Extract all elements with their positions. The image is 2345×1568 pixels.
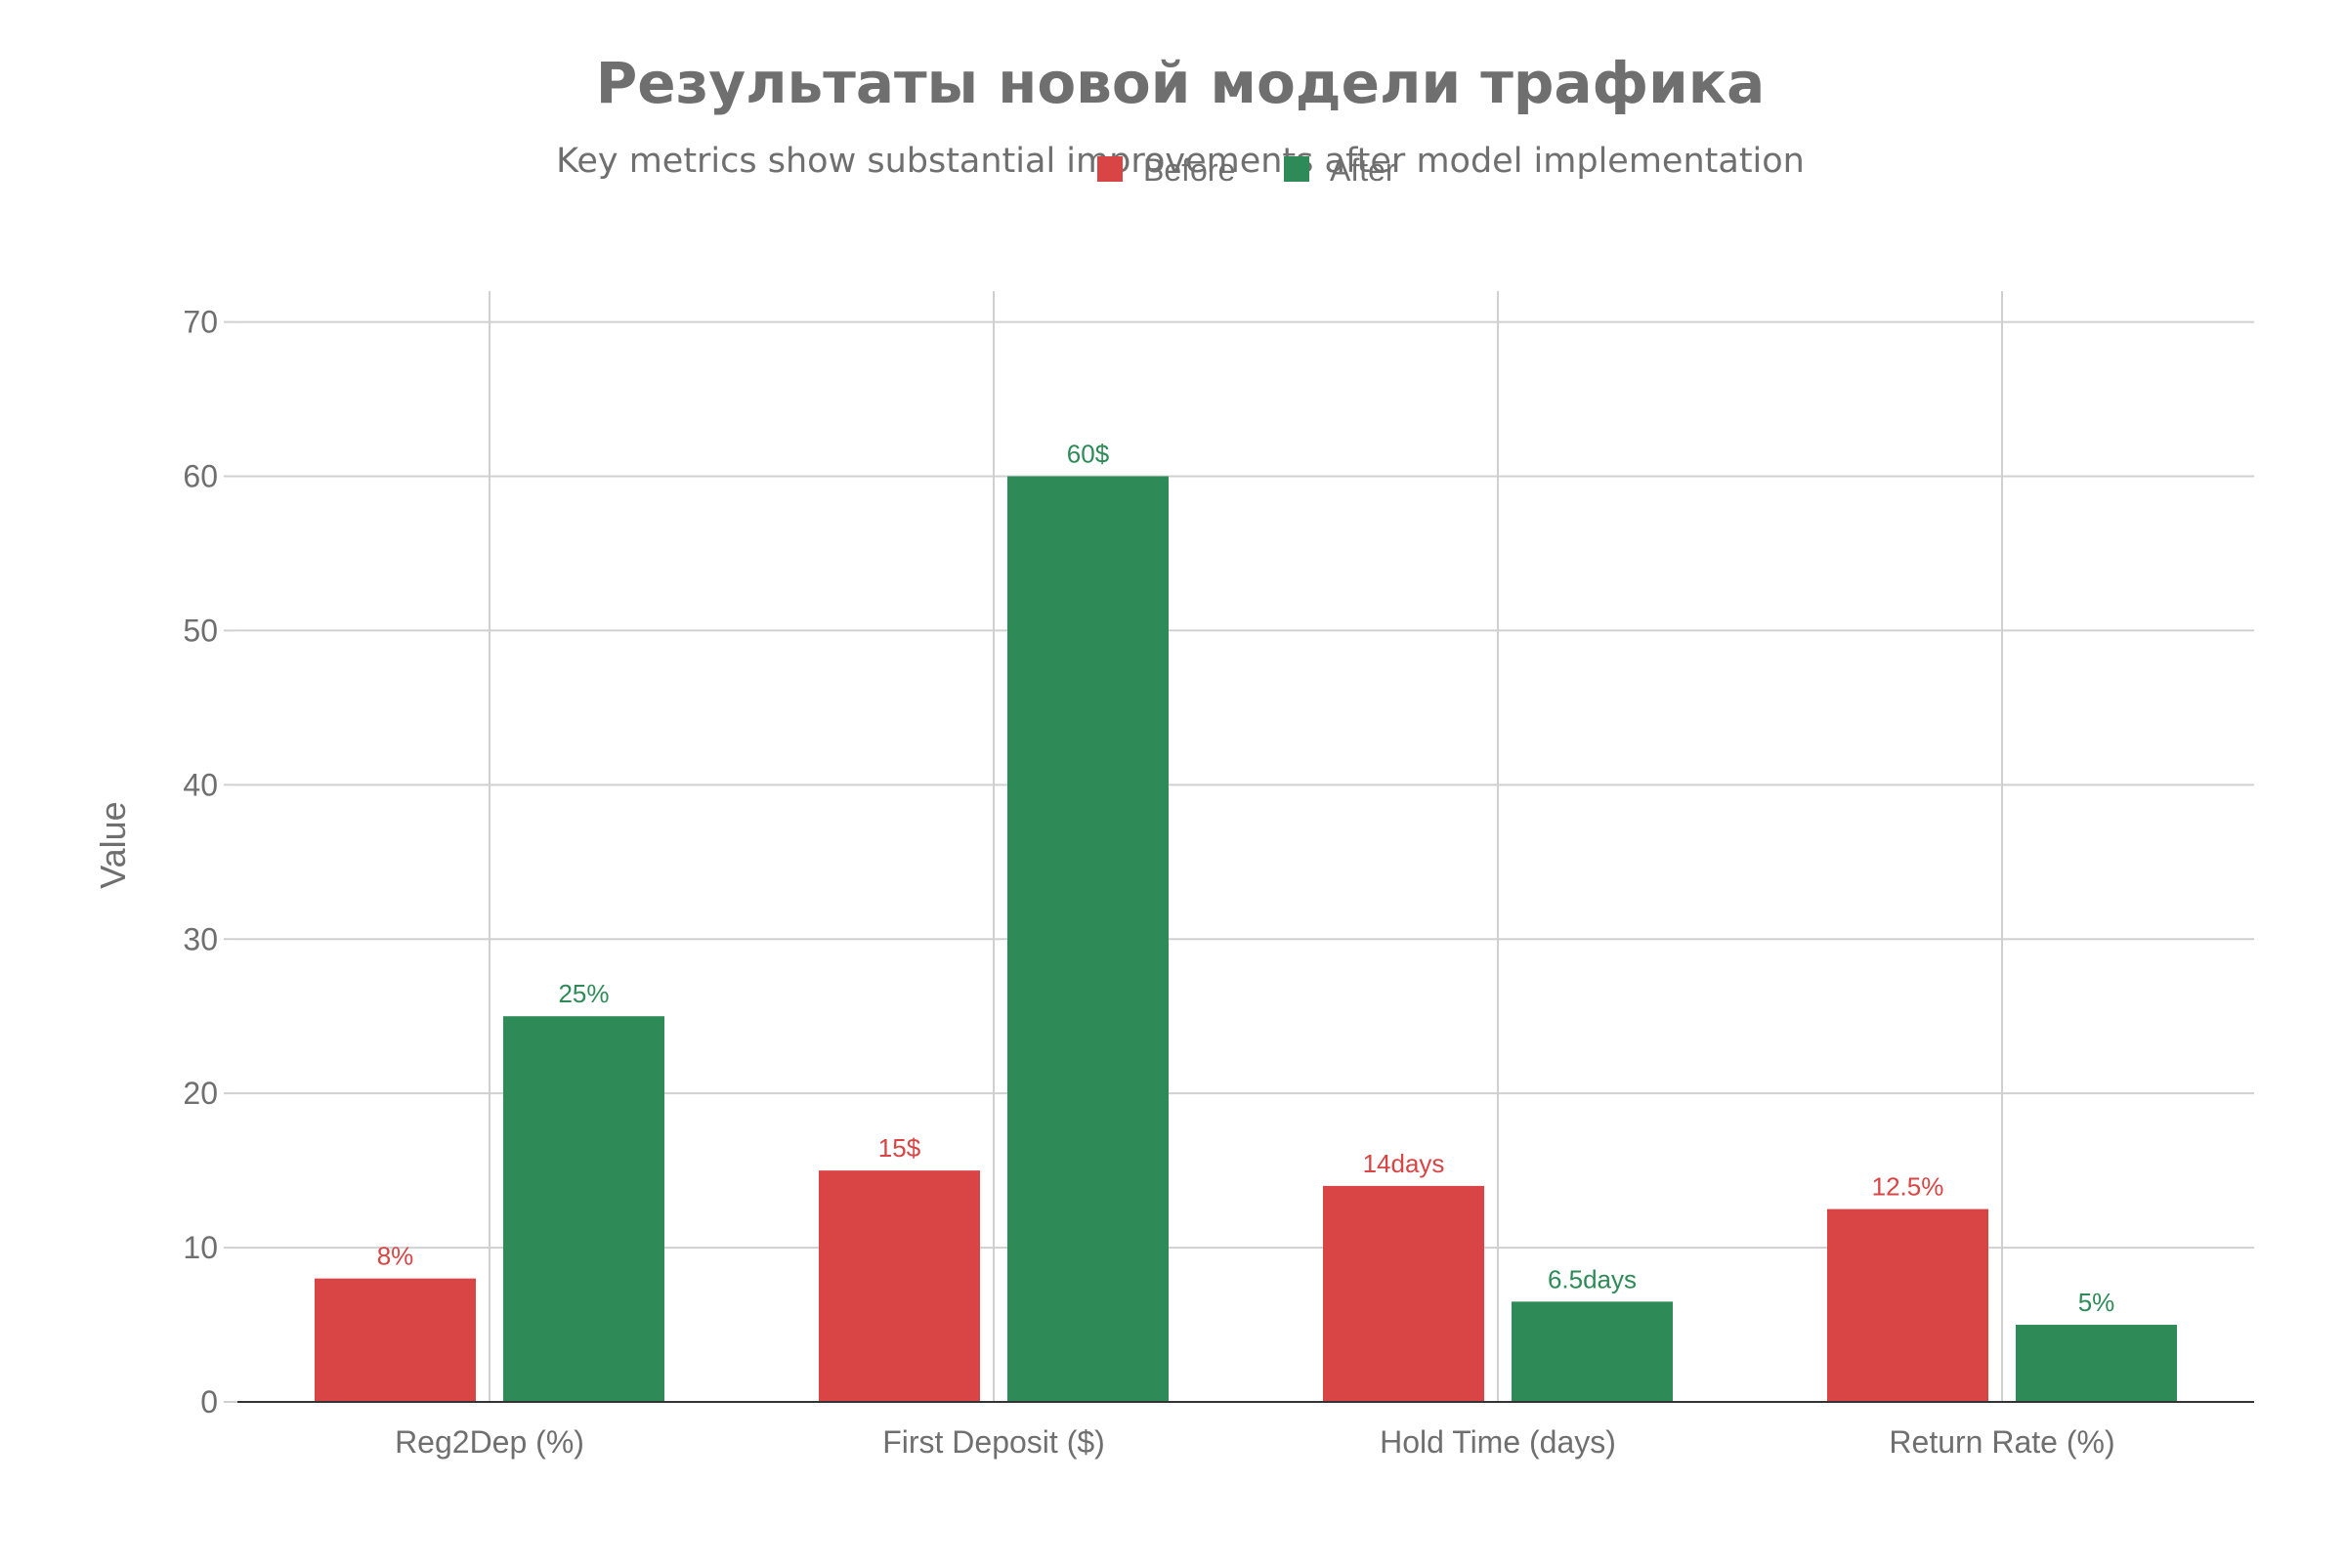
data-label: 25% [558, 979, 609, 1008]
bar-after [2016, 1325, 2177, 1402]
y-tick-label: 40 [183, 767, 218, 802]
y-tick-label: 20 [183, 1076, 218, 1111]
legend-swatch-after [1284, 156, 1309, 182]
y-tick-label: 70 [183, 305, 218, 340]
bar-after [1512, 1301, 1673, 1402]
bar-after [503, 1016, 664, 1402]
data-label: 12.5% [1872, 1172, 1944, 1202]
x-tick-label: Reg2Dep (%) [395, 1424, 584, 1460]
bar-after [1007, 476, 1169, 1402]
chart-subtitle: Key metrics show substantial improvement… [556, 142, 1805, 181]
y-tick-label: 50 [183, 613, 218, 648]
y-axis-label: Value [93, 801, 133, 888]
bar-before [1827, 1208, 1988, 1402]
bar-before [819, 1170, 980, 1402]
x-tick-label: Hold Time (days) [1380, 1424, 1616, 1460]
legend-label-before: Before [1143, 152, 1235, 188]
data-label: 6.5days [1548, 1264, 1637, 1293]
x-tick-label: First Deposit ($) [882, 1424, 1105, 1460]
y-tick-label: 60 [183, 459, 218, 494]
plot-area: 0 10 20 30 40 50 60 70 Reg2Dep (%) First Deposit … [183, 291, 2254, 1460]
data-label: 8% [377, 1242, 414, 1271]
y-tick-label: 30 [183, 921, 218, 956]
y-tick-label: 10 [183, 1230, 218, 1265]
legend: Before After [1097, 152, 1396, 188]
x-tick-label: Return Rate (%) [1889, 1424, 2114, 1460]
data-label: 60$ [1067, 440, 1110, 469]
data-label: 15$ [878, 1133, 921, 1163]
data-label: 5% [2078, 1288, 2115, 1317]
legend-label-after: After [1330, 152, 1396, 188]
bar-before [1323, 1185, 1484, 1402]
chart-title: Результаты новой модели трафика [596, 50, 1766, 116]
legend-swatch-before [1097, 156, 1123, 182]
data-label: 14days [1363, 1149, 1445, 1178]
y-tick-label: 0 [200, 1384, 218, 1420]
bar-before [315, 1278, 476, 1402]
